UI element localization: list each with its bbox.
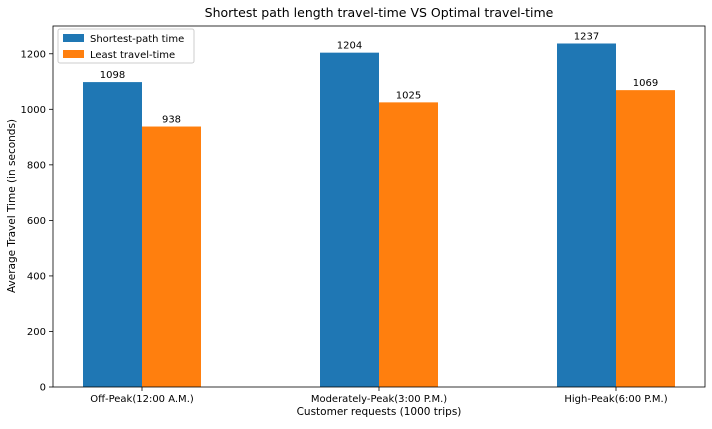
- x-tick-label-2: Moderately-Peak(3:00 P.M.): [311, 394, 447, 405]
- bar-2-1: [142, 126, 201, 388]
- x-axis-label: Customer requests (1000 trips): [297, 406, 462, 418]
- bar-1-1: [83, 82, 142, 388]
- data-label-2-3: 1069: [633, 78, 658, 89]
- plot-area: 1098 938 Off-Peak(12:00 A.M.) 1204 1025 Moder…: [21, 25, 706, 405]
- y-tick-label-1: 0: [40, 383, 46, 394]
- x-tick-label-3: High-Peak(6:00 P.M.): [564, 394, 667, 405]
- legend-swatch-1: [63, 34, 84, 42]
- y-tick-label-6: 1000: [21, 105, 46, 116]
- data-label-2-2: 1025: [396, 90, 421, 101]
- y-axis-label: Average Travel Time (in seconds): [6, 119, 18, 293]
- y-tick-label-7: 1200: [21, 49, 46, 60]
- legend-label-2: Least travel-time: [90, 50, 175, 61]
- y-tick-label-4: 600: [27, 216, 46, 227]
- data-label-1-1: 1098: [100, 70, 125, 81]
- bar-2-3: [616, 90, 675, 388]
- bar-1-2: [320, 52, 379, 388]
- data-label-1-2: 1204: [337, 41, 362, 52]
- x-tick-label-1: Off-Peak(12:00 A.M.): [90, 394, 194, 405]
- plot-frame: [52, 25, 706, 388]
- legend-box: [57, 28, 195, 64]
- legend-swatch-2: [63, 50, 84, 58]
- y-tick-label-3: 400: [27, 271, 46, 282]
- legend: Shortest-path time Least travel-time: [57, 28, 195, 64]
- data-label-1-3: 1237: [574, 31, 599, 42]
- legend-label-1: Shortest-path time: [90, 34, 184, 45]
- y-tick-label-2: 200: [27, 327, 46, 338]
- bar-2-2: [379, 102, 438, 387]
- data-label-2-1: 938: [162, 115, 181, 126]
- y-tick-label-5: 800: [27, 160, 46, 171]
- chart-title: Shortest path length travel-time VS Opti…: [205, 5, 554, 20]
- bar-1-3: [557, 43, 616, 387]
